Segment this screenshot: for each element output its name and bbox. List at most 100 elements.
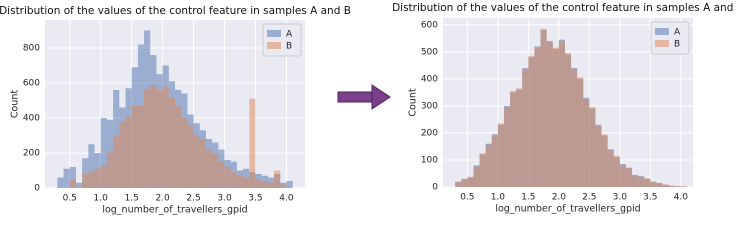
x-tick-label: 3.0: [217, 194, 232, 204]
x-tick-label: 2.5: [186, 194, 200, 204]
bar: [205, 149, 213, 188]
x-tick-label: 4.0: [674, 193, 689, 203]
legend-label: B: [286, 42, 292, 52]
bar: [168, 97, 175, 188]
bar: [280, 184, 287, 188]
bar: [571, 69, 578, 187]
bar: [625, 167, 633, 187]
y-tick-label: 0: [34, 184, 40, 194]
bar: [497, 123, 504, 187]
bar: [510, 91, 517, 187]
bar: [522, 69, 529, 187]
bar: [662, 184, 669, 187]
x-tick-label: 0.5: [460, 193, 474, 203]
bar: [75, 182, 83, 188]
y-tick-label: 800: [23, 44, 40, 54]
bar: [650, 182, 657, 187]
legend-label: A: [286, 30, 293, 40]
x-tick-label: 0.5: [63, 194, 77, 204]
bar: [479, 153, 486, 187]
bar: [473, 166, 480, 187]
bar: [199, 139, 206, 188]
bar: [144, 90, 151, 188]
bar: [69, 167, 76, 188]
bar: [150, 84, 157, 188]
legend-label: B: [674, 40, 680, 50]
bar: [286, 181, 293, 188]
y-tick-label: 100: [421, 155, 438, 165]
x-tick-label: 2.0: [552, 193, 567, 203]
bar: [467, 176, 474, 187]
bar: [540, 28, 547, 188]
bar: [589, 107, 596, 187]
arrow: [337, 84, 391, 110]
figure: 0 200 400 600 800 0.5 1.0 1.5 2.0 2.5 3.0 3.5 4.0 Dis…: [0, 2, 736, 216]
bar: [106, 151, 114, 188]
x-tick-label: 4.0: [279, 194, 294, 204]
chart: 0 200 400 600 800 0.5 1.0 1.5 2.0 2.5 3.0 3.5 4.0 Dis…: [0, 5, 351, 216]
bar: [516, 88, 523, 187]
y-tick-label: 600: [23, 79, 40, 89]
y-axis-label: Count: [10, 90, 21, 118]
bar: [577, 77, 584, 187]
y-tick-label: 500: [421, 47, 438, 57]
bar: [175, 105, 182, 188]
bar: [267, 182, 275, 188]
x-axis-label: log_number_of_travellers_gpid: [495, 204, 640, 215]
bar: [558, 40, 565, 187]
bar: [193, 135, 200, 188]
y-tick-label: 200: [421, 128, 438, 138]
bar: [243, 177, 250, 188]
bar: [181, 118, 188, 188]
bar: [534, 47, 541, 187]
x-tick-label: 1.0: [94, 194, 109, 204]
bar: [82, 158, 89, 188]
bar: [583, 99, 590, 187]
bar: [680, 186, 687, 187]
legend-swatch: [267, 30, 281, 37]
bar: [88, 172, 95, 188]
bar: [455, 182, 462, 187]
bar: [644, 178, 651, 187]
bar: [187, 125, 194, 188]
bar: [619, 165, 626, 187]
bar: [503, 107, 511, 187]
x-tick-label: 3.5: [643, 193, 657, 203]
bar: [113, 135, 120, 188]
x-tick-label: 3.0: [613, 193, 628, 203]
bar: [552, 47, 559, 187]
bar: [249, 98, 256, 188]
y-tick-label: 400: [23, 114, 40, 124]
legend-box: [650, 21, 690, 55]
bar: [613, 155, 620, 187]
bar: [656, 183, 663, 187]
bar: [261, 181, 268, 188]
bar: [638, 176, 645, 187]
y-tick-label: 400: [421, 74, 438, 84]
bar: [57, 177, 64, 188]
y-tick-label: 600: [421, 20, 438, 30]
bar: [63, 168, 70, 188]
x-tick-label: 2.0: [155, 194, 170, 204]
bar: [131, 105, 138, 188]
bar: [274, 170, 281, 188]
x-tick-label: 1.5: [125, 194, 139, 204]
bar: [218, 161, 225, 188]
bar: [546, 42, 553, 187]
y-tick-label: 200: [23, 149, 40, 159]
bar: [491, 135, 498, 187]
chart-title: Distribution of the values of the contro…: [0, 5, 351, 17]
bar: [632, 175, 639, 187]
chart: 0 100 200 300 400 500 600 0.5 1.0 1.5 2.0 2.5 3.0 3.5…: [392, 2, 736, 215]
bar: [156, 90, 163, 188]
bar: [485, 145, 492, 187]
x-tick-label: 2.5: [582, 193, 596, 203]
x-tick-label: 1.0: [491, 193, 506, 203]
bar: [564, 53, 572, 187]
x-tick-label: 3.5: [248, 194, 262, 204]
bar: [125, 116, 132, 188]
y-tick-label: 300: [421, 101, 438, 111]
bar: [162, 86, 169, 188]
bar: [212, 153, 219, 188]
x-tick-label: 1.5: [521, 193, 535, 203]
